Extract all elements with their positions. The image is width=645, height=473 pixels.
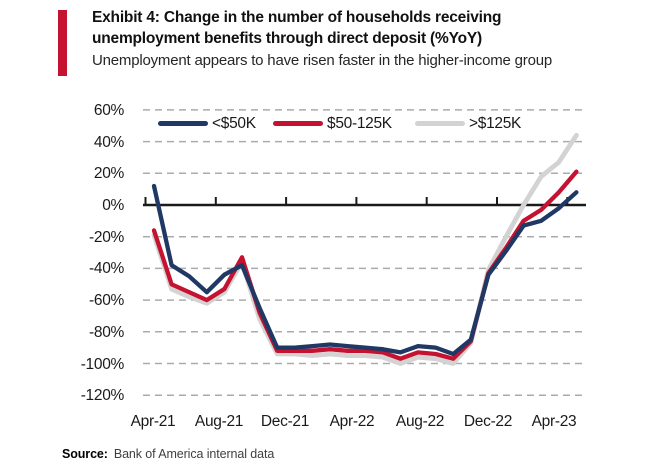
x-axis-label: Aug-22: [395, 413, 445, 430]
exhibit-title-line2: unemployment benefits through direct dep…: [92, 30, 482, 47]
x-axis-label: Dec-21: [260, 413, 310, 430]
exhibit-title-line1: Exhibit 4: Change in the number of house…: [92, 9, 502, 26]
x-axis-label: Apr-21: [130, 413, 176, 430]
y-axis-label: -120%: [80, 387, 125, 405]
series-line-under-50k: [151, 183, 579, 357]
source-note: Source: Bank of America internal data: [62, 447, 274, 461]
legend-label: <$50K: [212, 115, 256, 132]
x-axis-label: Apr-22: [329, 413, 375, 430]
source-label: Source:: [62, 447, 108, 461]
y-axis-label: -40%: [89, 260, 124, 278]
y-axis-label: -80%: [89, 323, 124, 341]
y-axis-label: 20%: [93, 165, 124, 183]
x-axis-label: Apr-23: [531, 413, 577, 430]
legend-label: $50-125K: [327, 115, 392, 132]
source-text: Bank of America internal data: [113, 447, 275, 461]
x-axis-label: Aug-21: [194, 413, 244, 430]
exhibit-title: Exhibit 4: Change in the number of house…: [92, 7, 632, 49]
legend-label: >$125K: [469, 115, 522, 132]
y-axis-label: -60%: [89, 292, 124, 310]
y-axis-label: -20%: [89, 228, 124, 246]
legend-swatch-under-50k: [158, 121, 208, 126]
legend-swatch-50-125k: [273, 121, 323, 126]
y-axis-label: 0%: [102, 197, 124, 214]
series-line-50-125k: [151, 169, 579, 361]
exhibit-subtitle: Unemployment appears to have risen faste…: [92, 52, 552, 69]
series-line-over-125k: [151, 132, 579, 366]
y-axis-label: 60%: [93, 101, 124, 119]
y-axis-label: 40%: [93, 133, 124, 151]
exhibit-accent-bar: [58, 10, 67, 76]
x-axis-label: Dec-22: [463, 413, 513, 430]
y-axis-label: -100%: [80, 355, 125, 373]
legend-swatch-over-125k: [415, 121, 465, 126]
